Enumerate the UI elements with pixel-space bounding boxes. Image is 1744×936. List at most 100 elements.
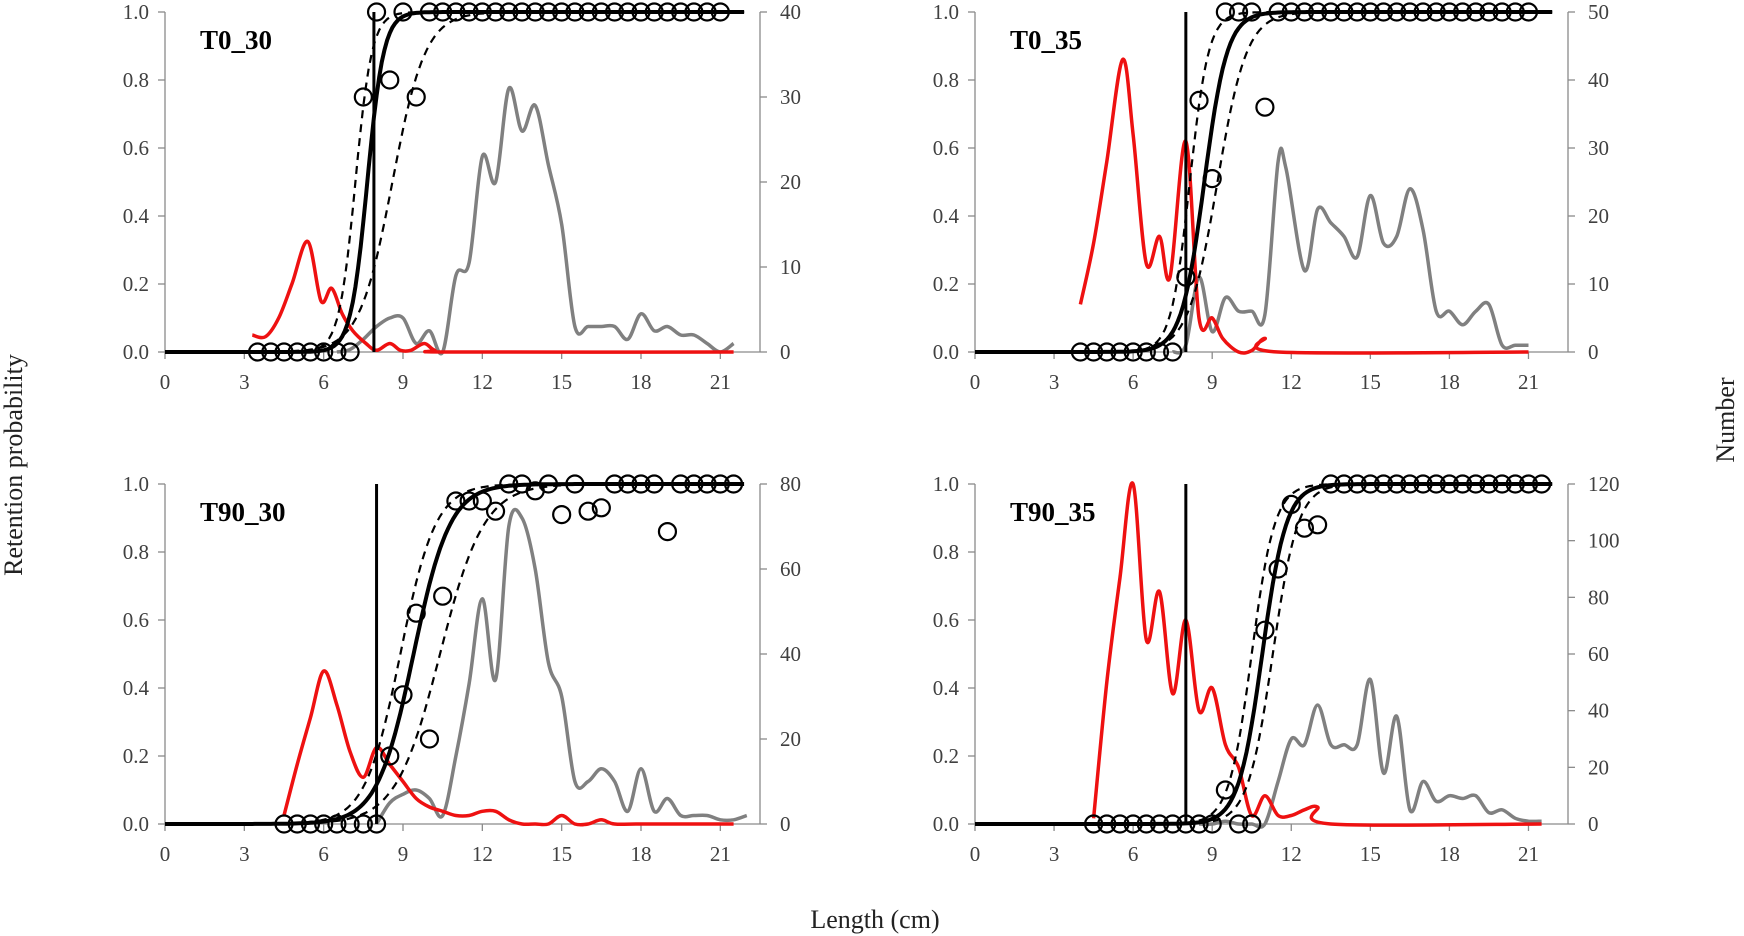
observed-point xyxy=(1255,620,1275,640)
observed-point xyxy=(1439,2,1460,22)
observed-point xyxy=(1176,814,1196,834)
y2-tick-label: 20 xyxy=(780,727,801,751)
x-tick-label: 3 xyxy=(239,842,250,866)
y2-tick-label: 80 xyxy=(1588,585,1609,609)
observed-point xyxy=(525,2,545,22)
observed-point xyxy=(1426,474,1446,494)
observed-point xyxy=(591,2,611,22)
y2-tick-label: 120 xyxy=(1588,472,1620,496)
observed-point xyxy=(644,2,664,22)
y2-tick-label: 40 xyxy=(780,0,801,24)
y-tick-label: 0.4 xyxy=(123,204,150,228)
observed-point xyxy=(1452,474,1473,494)
observed-point xyxy=(393,2,413,22)
observed-point xyxy=(578,2,598,22)
x-tick-label: 0 xyxy=(160,842,171,866)
observed-point xyxy=(274,342,294,362)
x-tick-label: 6 xyxy=(1128,370,1139,394)
x-tick-label: 18 xyxy=(631,370,652,394)
observed-point xyxy=(1215,780,1235,800)
observed-point xyxy=(1215,2,1235,22)
observed-point xyxy=(1123,814,1143,834)
y-tick-label: 0.0 xyxy=(933,812,959,836)
observed-point xyxy=(1505,474,1525,494)
panel-title: T0_30 xyxy=(200,25,272,55)
observed-point xyxy=(552,2,572,22)
y-tick-label: 0.0 xyxy=(123,340,149,364)
y-tick-label: 0.6 xyxy=(123,136,149,160)
observed-point xyxy=(1189,90,1209,111)
observed-point xyxy=(1532,474,1552,494)
x-tick-label: 12 xyxy=(472,842,493,866)
observed-point xyxy=(314,342,334,362)
y-tick-label: 0.6 xyxy=(123,608,149,632)
observed-point xyxy=(472,2,492,22)
y2-tick-label: 80 xyxy=(780,472,801,496)
codend-length-line xyxy=(336,86,735,356)
y2-tick-label: 10 xyxy=(780,255,801,279)
observed-point xyxy=(604,2,625,22)
x-tick-label: 15 xyxy=(1360,842,1381,866)
observed-point xyxy=(618,2,638,22)
panel-t90-35: 0.0 0.2 0.4 0.6 0.8 1.0 0 20 40 60 80 100 120 0 3 6 9 12 1… xyxy=(933,472,1620,866)
observed-point xyxy=(287,342,307,362)
y-tick-label: 0.0 xyxy=(123,812,149,836)
ci-lower-curve xyxy=(165,482,745,826)
cover-length-line xyxy=(251,239,734,354)
observed-point xyxy=(1479,474,1499,494)
cover-length-line xyxy=(1091,481,1542,827)
observed-point xyxy=(1097,342,1117,362)
observed-point xyxy=(485,501,506,521)
right-axis-label: Number xyxy=(1711,377,1740,463)
observed-point xyxy=(565,2,585,22)
observed-point xyxy=(1360,474,1380,494)
observed-point xyxy=(644,474,664,494)
panel-title: T0_35 xyxy=(1010,25,1082,55)
codend-length-line xyxy=(1198,677,1542,829)
observed-point xyxy=(1136,814,1156,834)
observed-point xyxy=(1373,474,1394,494)
observed-point xyxy=(446,491,466,511)
observed-point xyxy=(657,521,678,542)
cover-length-line xyxy=(1078,57,1529,355)
observed-point xyxy=(353,814,373,834)
observed-point xyxy=(314,814,334,834)
observed-point xyxy=(591,498,611,518)
ci-lower-curve xyxy=(975,10,1553,354)
observed-point xyxy=(327,342,347,362)
observed-point xyxy=(433,586,453,606)
observed-point xyxy=(657,2,678,22)
selection-curve xyxy=(975,10,1553,354)
y2-tick-label: 40 xyxy=(1588,68,1609,92)
observed-point xyxy=(406,87,426,107)
y2-tick-label: 100 xyxy=(1588,529,1620,553)
observed-point xyxy=(684,474,704,494)
observed-point xyxy=(1492,474,1512,494)
y-tick-label: 0.2 xyxy=(933,744,959,768)
observed-point xyxy=(1439,474,1460,494)
x-tick-label: 3 xyxy=(239,370,250,394)
observed-point xyxy=(380,70,400,90)
observed-point xyxy=(485,2,506,22)
observed-point xyxy=(631,2,651,22)
y2-tick-label: 50 xyxy=(1588,0,1609,24)
observed-point xyxy=(1466,2,1486,22)
x-tick-label: 21 xyxy=(710,842,731,866)
cover-length-line xyxy=(282,669,734,827)
x-tick-label: 18 xyxy=(1439,370,1460,394)
panel-title: T90_30 xyxy=(200,497,286,527)
observed-point xyxy=(1466,474,1486,494)
panel-t0-35: 0.0 0.2 0.4 0.6 0.8 1.0 0 10 20 30 40 50 0 3 6 9 12 15 18 2… xyxy=(933,0,1609,394)
observed-point xyxy=(327,814,347,834)
observed-point xyxy=(1149,342,1170,362)
observed-point xyxy=(631,474,651,494)
observed-point xyxy=(578,501,598,521)
observed-point xyxy=(1110,342,1130,362)
x-tick-label: 9 xyxy=(398,370,409,394)
observed-point xyxy=(1242,2,1262,22)
y2-tick-label: 30 xyxy=(1588,136,1609,160)
observed-point xyxy=(1492,2,1512,22)
observed-point xyxy=(1110,814,1130,834)
observed-point xyxy=(723,474,744,494)
y-tick-label: 1.0 xyxy=(123,472,149,496)
